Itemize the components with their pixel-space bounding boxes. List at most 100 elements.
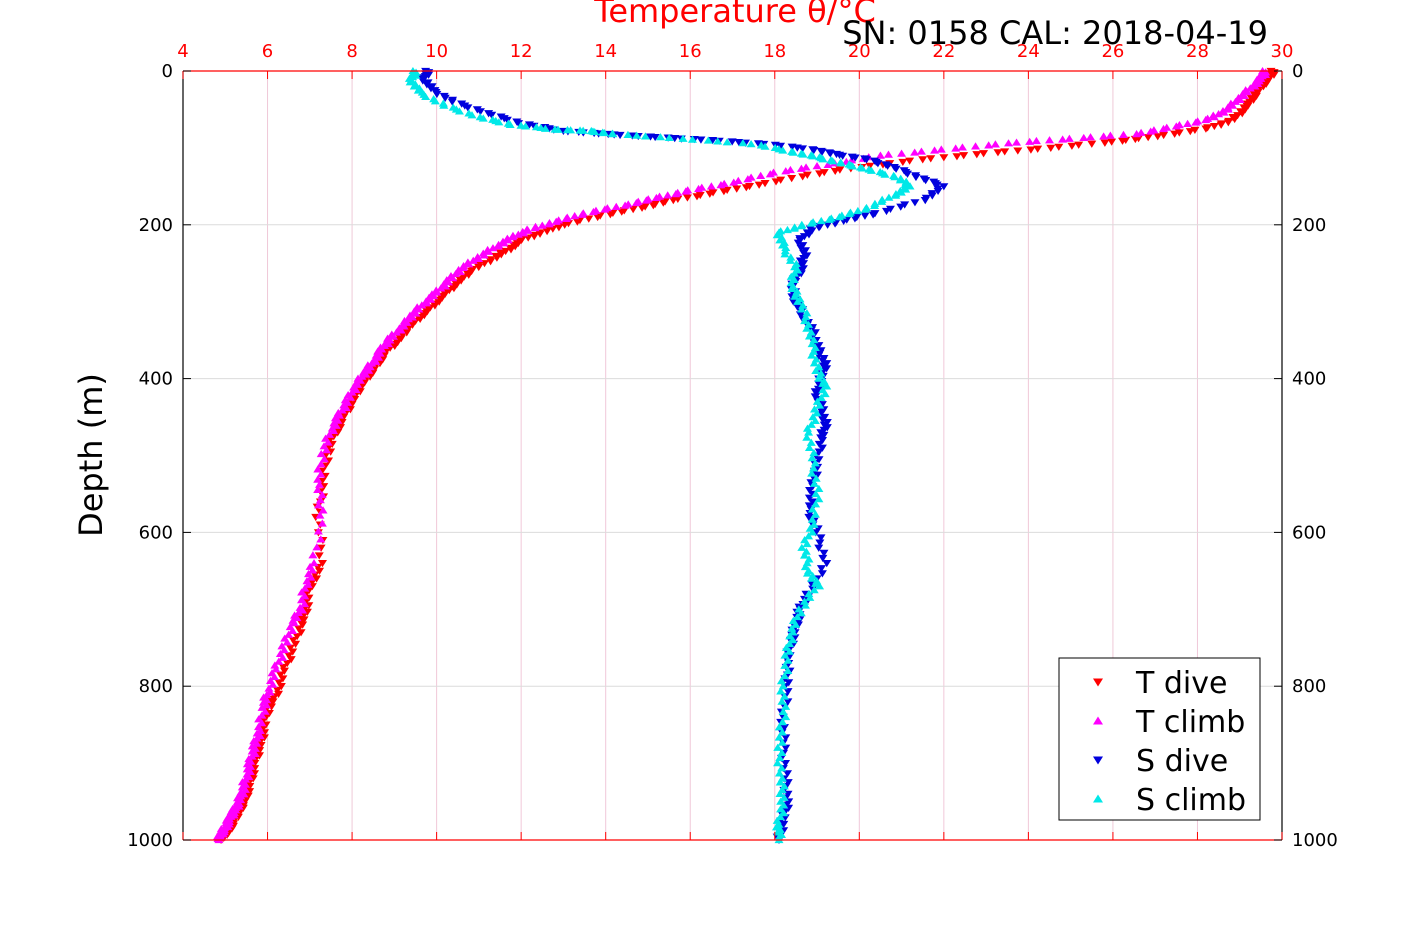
- data-point: [240, 785, 250, 793]
- data-point: [264, 684, 274, 692]
- data-point: [405, 78, 415, 86]
- data-point: [289, 619, 299, 627]
- data-point: [746, 140, 756, 148]
- data-point: [440, 290, 450, 299]
- data-point: [884, 193, 894, 201]
- data-point: [959, 152, 969, 160]
- data-point: [1058, 135, 1068, 143]
- data-point: [487, 111, 497, 120]
- data-point: [692, 193, 702, 201]
- data-point: [260, 707, 270, 715]
- data-point: [1223, 105, 1233, 113]
- data-point: [316, 535, 326, 543]
- data-point: [920, 197, 930, 205]
- data-point: [284, 630, 294, 638]
- data-point: [786, 253, 796, 261]
- data-point: [274, 679, 284, 687]
- data-point: [1153, 133, 1163, 141]
- data-point: [648, 202, 658, 210]
- data-point: [314, 552, 324, 560]
- data-point: [1233, 112, 1243, 120]
- data-point: [779, 692, 789, 700]
- data-point: [681, 187, 691, 195]
- data-point: [578, 126, 588, 134]
- data-point: [426, 295, 436, 303]
- data-point: [772, 231, 782, 239]
- data-point: [804, 332, 814, 340]
- data-point: [432, 90, 442, 99]
- data-point: [971, 142, 981, 150]
- data-point: [440, 94, 450, 102]
- data-point: [873, 160, 883, 168]
- legend-label: T climb: [1135, 705, 1245, 740]
- data-point: [1086, 133, 1096, 141]
- data-point: [577, 210, 587, 218]
- data-point: [857, 164, 867, 172]
- data-point: [808, 152, 818, 160]
- data-point: [266, 703, 276, 711]
- data-point: [503, 236, 513, 244]
- data-point: [810, 393, 820, 401]
- y-axis-label: Depth (m): [72, 373, 110, 537]
- data-point: [561, 214, 571, 223]
- data-point: [285, 644, 295, 652]
- data-point: [783, 656, 793, 664]
- data-point: [1132, 130, 1142, 138]
- data-point: [1045, 136, 1055, 144]
- data-point: [911, 173, 921, 182]
- data-point: [1159, 124, 1169, 133]
- data-point: [861, 156, 871, 164]
- data-point: [939, 183, 949, 191]
- y-tick-label-left: 1000: [127, 830, 173, 851]
- data-point: [838, 152, 848, 160]
- data-point: [459, 273, 469, 281]
- data-point: [802, 309, 812, 317]
- data-point: [820, 389, 830, 398]
- legend-marker: [1093, 756, 1103, 765]
- data-point: [467, 111, 477, 119]
- data-point: [811, 500, 821, 508]
- data-point: [834, 213, 844, 221]
- data-point: [788, 148, 798, 156]
- data-point: [315, 511, 325, 519]
- legend: T dive T climb S dive S climb: [1058, 657, 1261, 821]
- x-tick-label: 24: [1017, 41, 1040, 62]
- data-point: [1258, 83, 1268, 91]
- data-point: [298, 621, 308, 629]
- data-point: [588, 207, 598, 216]
- data-point: [778, 146, 788, 154]
- data-point: [776, 677, 786, 685]
- data-point: [434, 298, 444, 306]
- data-point: [891, 191, 901, 199]
- data-point: [566, 126, 576, 134]
- data-point: [641, 196, 651, 204]
- data-point: [1079, 133, 1089, 142]
- data-point: [828, 157, 838, 165]
- data-point: [773, 759, 783, 767]
- legend-label: S dive: [1136, 744, 1228, 779]
- data-point: [795, 311, 805, 319]
- data-point: [792, 612, 802, 621]
- data-point: [804, 428, 814, 436]
- data-point: [796, 609, 806, 617]
- data-point: [809, 520, 819, 528]
- data-point: [292, 633, 302, 641]
- data-point: [785, 256, 795, 264]
- data-point: [1250, 82, 1260, 90]
- data-point: [421, 92, 431, 101]
- data-point: [447, 98, 457, 106]
- data-point: [706, 182, 716, 190]
- data-point: [952, 153, 962, 161]
- x-tick-label: 14: [594, 41, 617, 62]
- data-point: [279, 646, 289, 654]
- data-point: [814, 484, 824, 492]
- y-tick-label-left: 400: [139, 369, 173, 390]
- data-point: [452, 281, 462, 289]
- data-point: [637, 204, 647, 212]
- data-point: [896, 203, 906, 211]
- data-point: [1054, 143, 1064, 151]
- y-tick-label-right: 1000: [1292, 830, 1338, 851]
- data-point: [1239, 91, 1249, 100]
- data-point: [901, 185, 911, 193]
